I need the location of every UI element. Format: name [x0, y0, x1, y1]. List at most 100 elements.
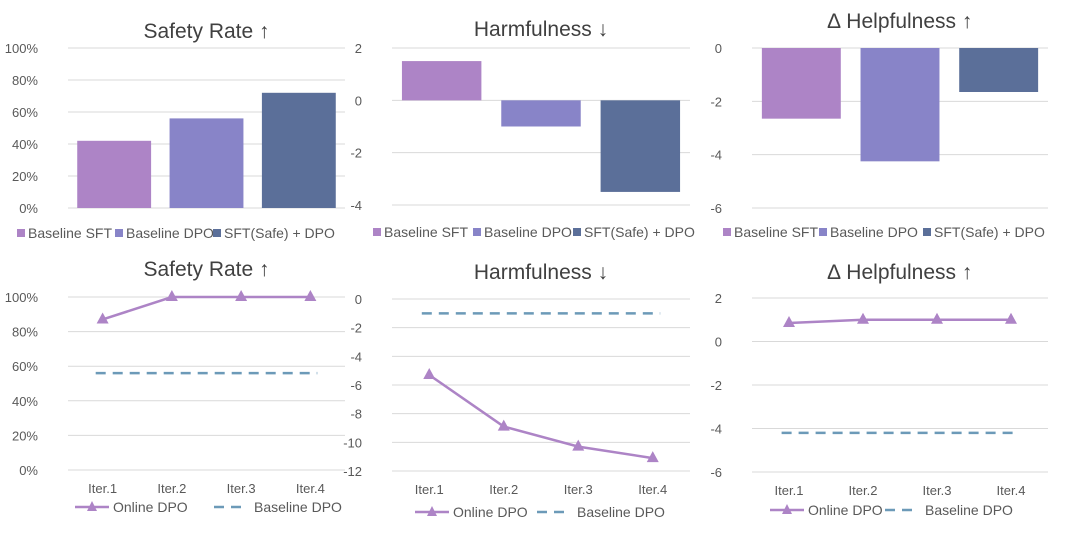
- data-point-marker: [497, 419, 510, 431]
- bar-help-panel: ∆ Helpfulness ↑ -6 -4 -2 0 Baseline SFT Baseli…: [710, 10, 1048, 240]
- y-tick-label: -2: [710, 378, 722, 393]
- legend-swatch: [213, 229, 221, 237]
- y-tick-label: -4: [710, 422, 722, 437]
- x-tick-label: Iter.4: [638, 482, 667, 497]
- y-tick-label: 80%: [12, 73, 38, 88]
- legend-label: Baseline DPO: [126, 225, 214, 241]
- chart-title: Safety Rate ↑: [143, 20, 269, 43]
- legend-swatch: [923, 228, 931, 236]
- legend-swatch: [573, 228, 581, 236]
- data-point-marker: [96, 312, 109, 324]
- legend-label: Baseline SFT: [384, 224, 468, 240]
- bar-baseline-sft: [761, 48, 841, 119]
- y-tick-label: 0: [715, 335, 722, 350]
- y-tick-label: 80%: [12, 325, 38, 340]
- x-tick-label: Iter.3: [564, 482, 593, 497]
- y-tick-label: -6: [710, 465, 722, 480]
- x-tick-label: Iter.1: [415, 482, 444, 497]
- line-help-panel: ∆ Helpfulness ↑ -6 -4 -2 0 2 Iter.1 Iter.2 Iter.…: [710, 261, 1048, 518]
- y-tick-label: -4: [710, 148, 722, 163]
- y-tick-label: -4: [350, 198, 362, 213]
- y-tick-label: 0: [355, 93, 362, 108]
- data-point-marker: [931, 312, 943, 324]
- chart-title: ∆ Helpfulness ↑: [828, 10, 973, 33]
- y-tick-label: 0%: [19, 463, 38, 478]
- series-line-online-dpo: [788, 318, 1011, 325]
- legend-label: Baseline SFT: [28, 225, 112, 241]
- x-tick-label: Iter.2: [157, 481, 186, 496]
- series-line-online-dpo: [102, 295, 311, 321]
- data-point-marker: [1005, 312, 1017, 324]
- legend-swatch: [115, 229, 123, 237]
- x-tick-label: Iter.2: [849, 483, 878, 498]
- y-tick-label: 100%: [5, 290, 39, 305]
- x-tick-label: Iter.3: [227, 481, 256, 496]
- legend-marker: [427, 506, 437, 516]
- bar-sft-safe-dpo: [261, 92, 336, 208]
- y-tick-label: 40%: [12, 394, 38, 409]
- y-tick-label: -8: [350, 407, 362, 422]
- bar-sft-safe-dpo: [600, 100, 681, 192]
- legend-label: Online DPO: [808, 502, 883, 518]
- legend-swatch: [17, 229, 25, 237]
- y-tick-label: -2: [710, 94, 722, 109]
- bar-baseline-dpo: [860, 48, 940, 162]
- y-tick-label: -2: [350, 146, 362, 161]
- y-tick-label: -10: [343, 435, 362, 450]
- y-tick-label: -4: [350, 349, 362, 364]
- x-tick-label: Iter.2: [489, 482, 518, 497]
- legend-label: Baseline DPO: [484, 224, 572, 240]
- y-tick-label: -2: [350, 321, 362, 336]
- x-tick-label: Iter.1: [775, 483, 804, 498]
- chart-title: Safety Rate ↑: [143, 258, 269, 281]
- chart-title: Harmfulness ↓: [474, 261, 608, 284]
- data-point-marker: [423, 367, 436, 379]
- legend-swatch: [473, 228, 481, 236]
- legend-label: Baseline DPO: [254, 499, 342, 515]
- legend-swatch: [819, 228, 827, 236]
- legend-swatch: [723, 228, 731, 236]
- data-point-marker: [572, 439, 585, 451]
- bar-harm-panel: Harmfulness ↓ -4 -2 0 2 Baseline SFT Baseline …: [350, 18, 695, 240]
- y-tick-label: -12: [343, 464, 362, 479]
- data-point-marker: [235, 290, 248, 301]
- x-tick-label: Iter.4: [296, 481, 325, 496]
- line-safety-panel: Safety Rate ↑ 0% 20% 40% 60% 80% 100% Iter.1 Ite…: [5, 258, 345, 515]
- y-tick-label: 0%: [19, 201, 38, 216]
- series-line-online-dpo: [428, 373, 653, 460]
- chart-title: ∆ Helpfulness ↑: [828, 261, 973, 284]
- data-point-marker: [165, 290, 178, 301]
- legend-label: Baseline DPO: [830, 224, 918, 240]
- bar-safety-panel: Safety Rate ↑ 0% 20% 40% 60% 80% 100% Baseline …: [5, 20, 345, 241]
- y-tick-label: 0: [715, 41, 722, 56]
- y-tick-label: 2: [355, 41, 362, 56]
- legend-marker: [782, 504, 792, 514]
- y-tick-label: 20%: [12, 169, 38, 184]
- bar-baseline-dpo: [501, 100, 581, 127]
- legend-swatch: [373, 228, 381, 236]
- y-tick-label: 60%: [12, 105, 38, 120]
- legend-label: SFT(Safe) + DPO: [934, 224, 1045, 240]
- legend-label: Online DPO: [453, 504, 528, 520]
- y-tick-label: 100%: [5, 41, 39, 56]
- data-point-marker: [646, 451, 659, 463]
- y-tick-label: 40%: [12, 137, 38, 152]
- data-point-marker: [783, 316, 795, 328]
- y-tick-label: 20%: [12, 428, 38, 443]
- bar-baseline-sft: [77, 140, 152, 208]
- legend-label: SFT(Safe) + DPO: [584, 224, 695, 240]
- x-tick-label: Iter.3: [923, 483, 952, 498]
- bar-baseline-sft: [401, 61, 482, 101]
- chart-title: Harmfulness ↓: [474, 18, 608, 41]
- data-point-marker: [857, 312, 869, 324]
- legend-marker: [87, 501, 97, 511]
- y-tick-label: -6: [710, 201, 722, 216]
- y-tick-label: 0: [355, 292, 362, 307]
- data-point-marker: [304, 290, 317, 301]
- y-tick-label: -6: [350, 378, 362, 393]
- bar-sft-safe-dpo: [959, 48, 1039, 92]
- y-tick-label: 60%: [12, 359, 38, 374]
- legend-label: Baseline DPO: [577, 504, 665, 520]
